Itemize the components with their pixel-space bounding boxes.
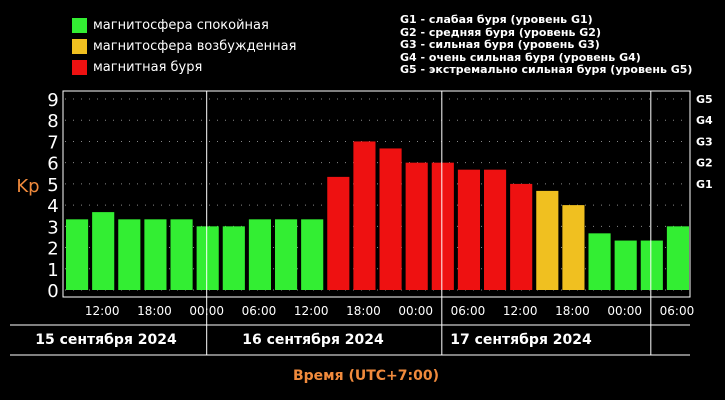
x-tick-label-11: 06:00 bbox=[660, 304, 695, 318]
g-level-tick-G2: G2 bbox=[696, 157, 713, 170]
y-tick-label-0: 0 bbox=[47, 281, 58, 302]
storm-level-g4: G4 - очень сильная буря (уровень G4) bbox=[400, 50, 641, 64]
legend-active-label: магнитосфера возбужденная bbox=[93, 38, 297, 54]
legend-active: магнитосфера возбужденная bbox=[72, 37, 296, 55]
y-tick-label-6: 6 bbox=[47, 154, 58, 175]
bar-13 bbox=[405, 162, 428, 290]
bar-4 bbox=[170, 219, 193, 290]
bar-18 bbox=[536, 190, 559, 290]
date-label-2: 17 сентября 2024 bbox=[450, 332, 592, 348]
bar-0 bbox=[66, 219, 89, 290]
bar-22 bbox=[640, 240, 663, 290]
storm-level-legend: G1 - слабая буря (уровень G1) G2 - средн… bbox=[400, 13, 693, 77]
y-tick-label-8: 8 bbox=[47, 111, 58, 132]
y-tick-label-5: 5 bbox=[47, 175, 58, 196]
bar-8 bbox=[275, 219, 298, 290]
g-level-tick-G4: G4 bbox=[696, 114, 713, 127]
x-tick-label-1: 18:00 bbox=[137, 304, 172, 318]
storm-level-g5: G5 - экстремально сильная буря (уровень … bbox=[400, 63, 693, 76]
bar-9 bbox=[301, 219, 324, 290]
date-label-1: 16 сентября 2024 bbox=[242, 332, 384, 348]
storm-level-g3: G3 - сильная буря (уровень G3) bbox=[400, 38, 600, 51]
bar-15 bbox=[457, 169, 480, 290]
date-label-0: 15 сентября 2024 bbox=[35, 332, 177, 348]
bar-16 bbox=[484, 169, 507, 290]
bar-20 bbox=[588, 233, 611, 290]
g-level-tick-G1: G1 bbox=[696, 178, 713, 191]
legend-quiet-label: магнитосфера спокойная bbox=[93, 17, 269, 33]
bar-7 bbox=[248, 219, 271, 290]
g-level-tick-G5: G5 bbox=[696, 93, 713, 106]
x-tick-label-0: 12:00 bbox=[85, 304, 120, 318]
y-axis-title: Kp bbox=[16, 176, 39, 197]
x-tick-label-4: 12:00 bbox=[294, 304, 329, 318]
x-axis-title: Время (UTC+7:00) bbox=[293, 368, 439, 384]
x-tick-label-2: 00:00 bbox=[189, 304, 224, 318]
legend-storm-label: магнитная буря bbox=[93, 59, 203, 75]
y-tick-label-9: 9 bbox=[47, 90, 58, 111]
x-tick-label-10: 00:00 bbox=[607, 304, 642, 318]
legend-storm-swatch bbox=[72, 59, 87, 75]
legend-active-swatch bbox=[72, 38, 87, 54]
y-tick-label-1: 1 bbox=[47, 260, 58, 281]
y-tick-label-3: 3 bbox=[47, 217, 58, 238]
x-tick-label-6: 00:00 bbox=[398, 304, 433, 318]
bar-17 bbox=[510, 183, 533, 290]
bar-3 bbox=[144, 219, 167, 290]
x-tick-label-5: 18:00 bbox=[346, 304, 381, 318]
bar-14 bbox=[431, 162, 454, 290]
bar-12 bbox=[379, 148, 402, 290]
legend-quiet: магнитосфера спокойная bbox=[72, 16, 269, 34]
bar-19 bbox=[562, 205, 585, 290]
g-level-tick-G3: G3 bbox=[696, 135, 713, 148]
storm-level-g2: G2 - средняя буря (уровень G2) bbox=[400, 25, 601, 39]
bar-10 bbox=[327, 176, 350, 290]
legend-quiet-swatch bbox=[72, 17, 87, 33]
storm-level-g1: G1 - слабая буря (уровень G1) bbox=[400, 13, 593, 26]
x-tick-label-7: 06:00 bbox=[451, 304, 486, 318]
bar-1 bbox=[92, 212, 115, 290]
plot-frame bbox=[62, 90, 691, 298]
y-tick-label-2: 2 bbox=[47, 239, 58, 260]
x-tick-label-8: 12:00 bbox=[503, 304, 538, 318]
bar-2 bbox=[118, 219, 141, 290]
legend-storm: магнитная буря bbox=[72, 58, 202, 76]
bar-21 bbox=[614, 240, 637, 290]
bar-5 bbox=[196, 226, 219, 290]
x-tick-label-3: 06:00 bbox=[242, 304, 277, 318]
y-tick-label-7: 7 bbox=[47, 132, 58, 153]
bar-11 bbox=[353, 141, 376, 290]
y-tick-label-4: 4 bbox=[47, 196, 58, 217]
bar-6 bbox=[222, 226, 245, 290]
x-tick-label-9: 18:00 bbox=[555, 304, 590, 318]
bar-23 bbox=[666, 226, 689, 290]
